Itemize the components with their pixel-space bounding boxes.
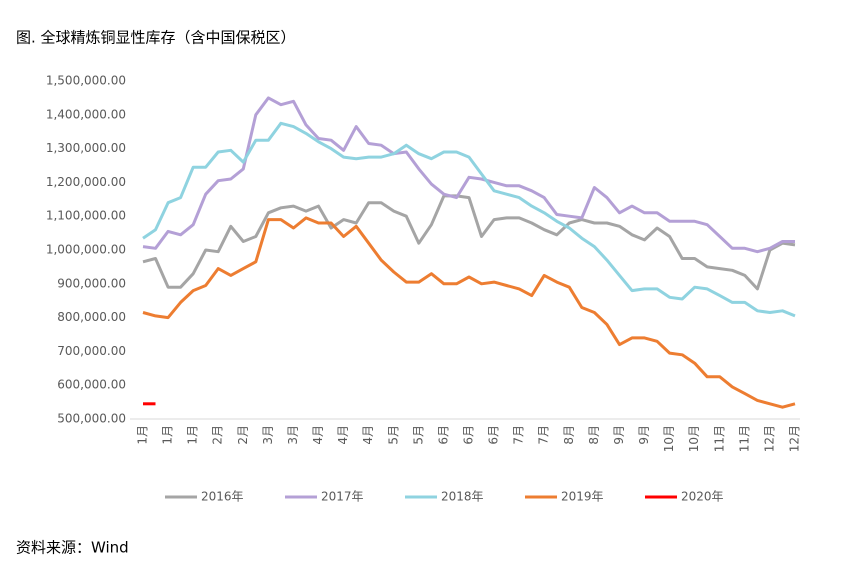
series-line bbox=[142, 194, 796, 291]
x-tick-label: 9月 bbox=[612, 425, 626, 445]
y-tick-label: 800,000.00 bbox=[57, 310, 126, 324]
x-tick-label: 4月 bbox=[361, 425, 375, 445]
legend-label: 2019年 bbox=[561, 490, 604, 504]
y-tick-label: 600,000.00 bbox=[57, 378, 126, 392]
legend-label: 2018年 bbox=[441, 490, 484, 504]
x-tick-label: 5月 bbox=[411, 425, 425, 445]
x-tick-label: 5月 bbox=[386, 425, 400, 445]
x-tick-label: 8月 bbox=[562, 425, 576, 445]
x-tick-label: 7月 bbox=[537, 425, 551, 445]
y-tick-label: 900,000.00 bbox=[57, 276, 126, 290]
x-tick-label: 10月 bbox=[687, 425, 701, 452]
x-tick-label: 6月 bbox=[436, 425, 450, 445]
y-tick-label: 1,000,000.00 bbox=[46, 243, 126, 257]
x-tick-label: 4月 bbox=[311, 425, 325, 445]
y-tick-label: 1,100,000.00 bbox=[46, 209, 126, 223]
series-line bbox=[142, 216, 796, 409]
x-tick-label: 4月 bbox=[336, 425, 350, 445]
x-tick-label: 12月 bbox=[762, 425, 776, 452]
y-tick-label: 1,400,000.00 bbox=[46, 107, 126, 121]
legend-label: 2016年 bbox=[201, 490, 244, 504]
x-tick-label: 12月 bbox=[788, 425, 802, 452]
series-line bbox=[142, 96, 795, 254]
x-tick-label: 8月 bbox=[587, 425, 601, 445]
x-tick-label: 7月 bbox=[512, 425, 526, 445]
x-tick-label: 2月 bbox=[211, 425, 225, 445]
x-tick-label: 3月 bbox=[286, 425, 300, 445]
legend-label: 2017年 bbox=[321, 490, 364, 504]
chart-source: 资料来源：Wind bbox=[16, 539, 129, 557]
x-tick-label: 2月 bbox=[236, 425, 250, 445]
x-tick-label: 11月 bbox=[737, 425, 751, 452]
y-tick-label: 1,200,000.00 bbox=[46, 175, 126, 189]
x-tick-label: 3月 bbox=[261, 425, 275, 445]
x-tick-label: 1月 bbox=[186, 425, 200, 445]
x-tick-label: 6月 bbox=[462, 425, 476, 445]
y-tick-label: 1,500,000.00 bbox=[46, 74, 126, 88]
y-tick-label: 1,300,000.00 bbox=[46, 141, 126, 155]
y-tick-label: 700,000.00 bbox=[57, 344, 126, 358]
y-tick-label: 500,000.00 bbox=[57, 412, 126, 426]
x-tick-label: 11月 bbox=[712, 425, 726, 452]
x-tick-label: 10月 bbox=[662, 425, 676, 452]
x-tick-label: 9月 bbox=[637, 425, 651, 445]
series-line bbox=[142, 121, 796, 318]
x-tick-label: 1月 bbox=[136, 425, 150, 445]
legend-label: 2020年 bbox=[681, 490, 724, 504]
chart-title: 图. 全球精炼铜显性库存（含中国保税区） bbox=[16, 29, 296, 47]
x-tick-label: 1月 bbox=[161, 425, 175, 445]
x-tick-label: 6月 bbox=[487, 425, 501, 445]
